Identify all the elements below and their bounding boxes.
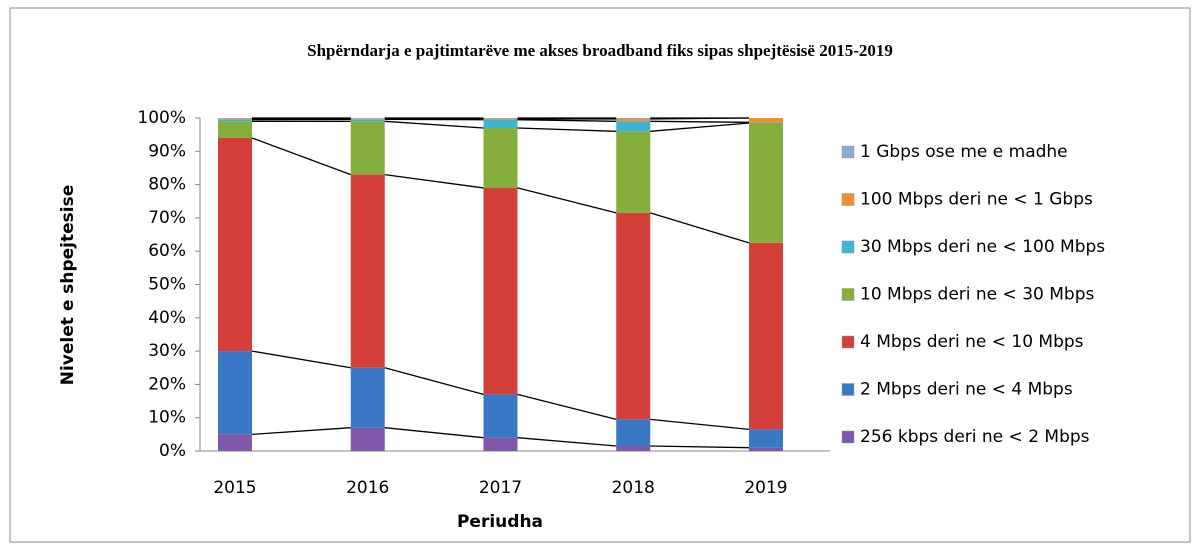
bar-segment [218,137,252,352]
series-line [517,127,617,132]
bar-segment [218,118,252,119]
series-line [650,122,750,132]
bar-segment [483,437,518,451]
y-tick-label: 20% [148,374,186,394]
y-tick-label: 30% [148,341,186,361]
bar-segment [616,121,651,132]
bar-segment [483,119,518,128]
legend-label: 1 Gbps ose me e madhe [860,142,1068,162]
legend-label: 2 Mbps deri ne < 4 Mbps [860,380,1073,400]
bar-segment [616,131,651,213]
legend-swatch [841,383,855,396]
series-line [650,120,750,123]
series-line [251,427,351,435]
bar-segment [350,367,385,428]
legend-label: 4 Mbps deri ne < 10 Mbps [860,332,1084,352]
y-tick-label: 70% [148,208,186,228]
chart-title: Shpërndarja e pajtimtarëve me akses broa… [307,41,893,60]
x-tick-label: 2018 [612,478,655,498]
bar-segment [350,119,385,122]
bar-segment [749,447,783,451]
y-tick-label: 0% [159,441,186,461]
bar-segment [616,446,651,451]
legend-label: 30 Mbps deri ne < 100 Mbps [860,237,1105,257]
series-line [517,393,617,420]
series-line [517,119,617,122]
series-line [384,367,484,396]
series-line [251,137,351,176]
series-line [650,418,750,431]
bar-segment [483,127,518,188]
bar-segment [350,118,385,120]
y-tick-label: 10% [148,408,186,428]
series-line [384,427,484,439]
legend-label: 10 Mbps deri ne < 30 Mbps [860,285,1094,305]
bar-segment [483,187,518,395]
y-tick-label: 80% [148,175,186,195]
bar-segment [218,434,252,451]
x-tick-label: 2016 [346,478,389,498]
legend-label: 256 kbps deri ne < 2 Mbps [860,427,1090,447]
y-tick-label: 90% [148,141,186,161]
bar-segment [749,429,783,448]
y-tick-label: 40% [148,308,186,328]
bar-segment [749,122,783,123]
bar-segment [350,427,385,451]
legend-label: 100 Mbps deri ne < 1 Gbps [860,190,1093,210]
bar-segment [483,118,518,120]
x-axis-title: Periudha [457,512,543,532]
bar-segment [350,118,385,119]
series-line [650,445,750,449]
bar-segment [749,118,783,123]
bar-segment [616,419,651,447]
bar-segment [616,212,651,420]
bar-segment [218,119,252,122]
bar-segment [616,118,651,122]
legend-swatch [841,240,855,254]
bar-segment [350,121,385,175]
y-tick-label: 60% [148,241,186,261]
series-line [384,120,484,129]
legend-swatch [841,430,855,444]
series-line [517,187,617,214]
y-tick-label: 50% [148,275,186,295]
y-axis-title: Nivelet e shpejtesise [58,185,78,386]
chart-border [9,7,1191,543]
bar-segment [749,242,783,430]
bar-segment [483,118,518,119]
bar-segment [218,351,252,435]
x-tick-label: 2017 [479,478,522,498]
series-line [384,173,484,189]
bar-segment [218,118,252,120]
bar-segment [749,122,783,243]
x-tick-label: 2019 [744,478,787,498]
series-line [650,212,750,244]
x-tick-label: 2015 [213,478,256,498]
legend-swatch [841,288,855,301]
series-line [517,437,617,447]
series-line [251,350,351,369]
legend-swatch [841,145,855,159]
legend-swatch [841,193,855,206]
bar-segment [616,118,651,119]
bar-segment [350,174,385,368]
bar-segment [483,394,518,438]
y-tick-label: 100% [137,108,186,128]
bar-segment [218,121,252,138]
legend-swatch [841,335,855,349]
